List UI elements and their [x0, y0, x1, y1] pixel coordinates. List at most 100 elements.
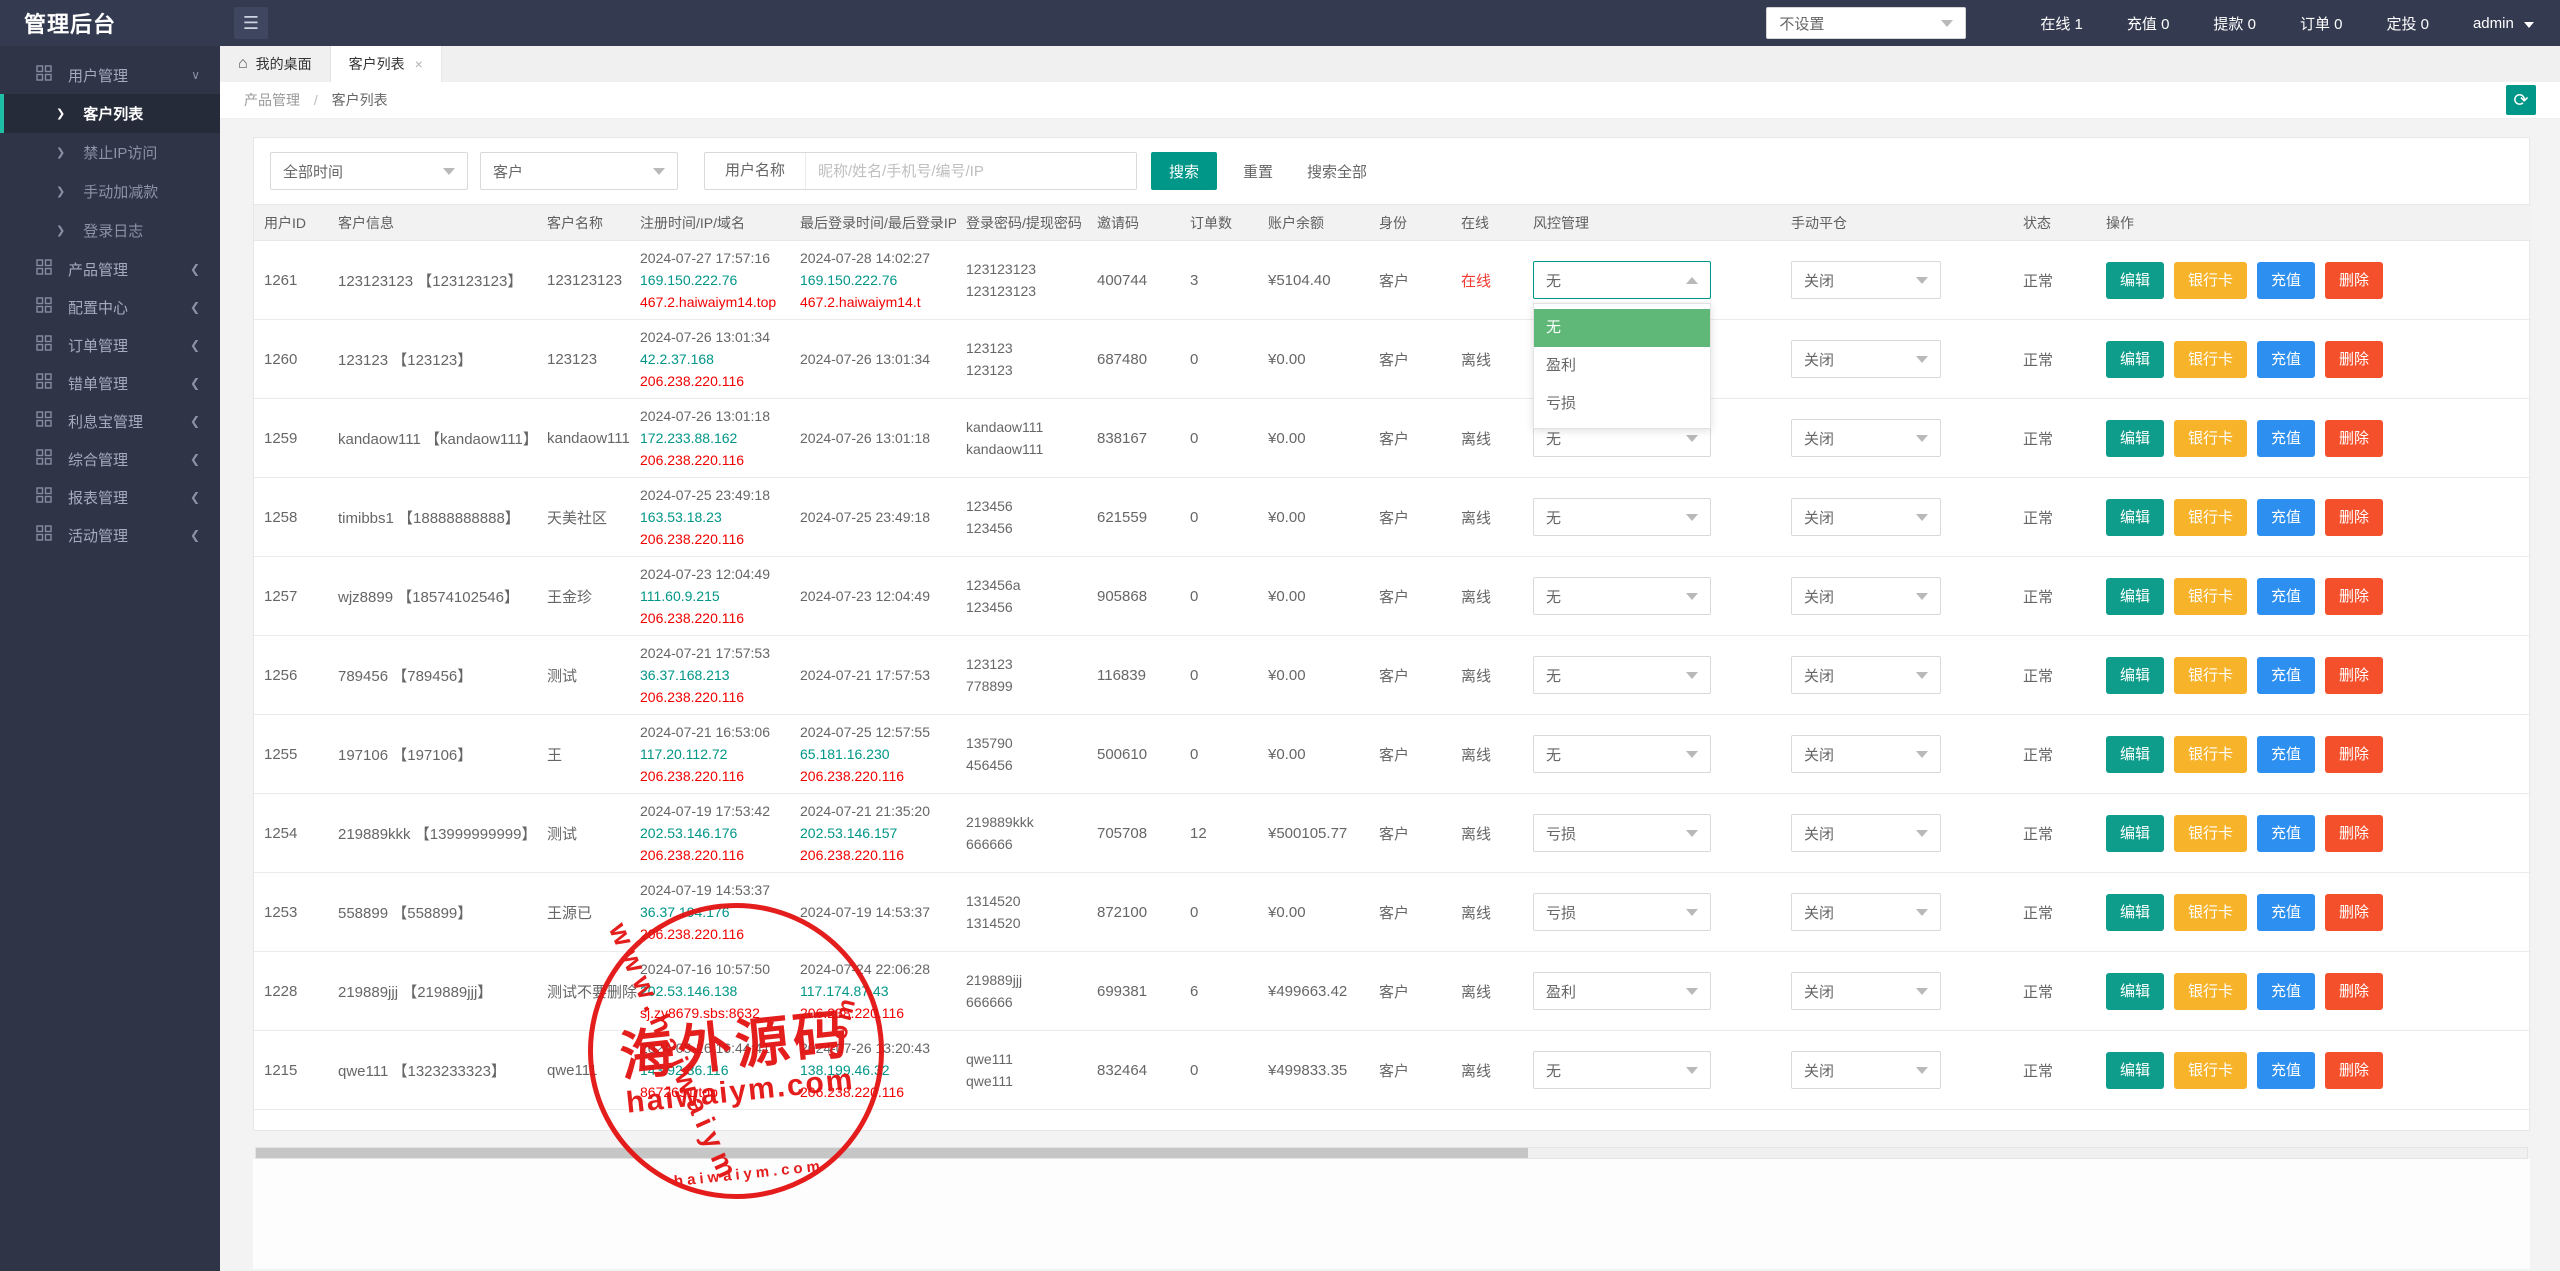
delete-button[interactable]: 删除 — [2325, 340, 2384, 378]
preset-select[interactable]: 不设置 — [1766, 7, 1967, 39]
risk-select[interactable]: 亏损 — [1533, 814, 1711, 852]
risk-select[interactable]: 无 — [1533, 1051, 1711, 1089]
sidebar-group-用户管理[interactable]: 用户管理 ∨ — [0, 56, 220, 94]
delete-button[interactable]: 删除 — [2325, 656, 2384, 694]
risk-option[interactable]: 无 — [1534, 309, 1710, 347]
risk-select[interactable]: 无 — [1533, 261, 1711, 299]
admin-menu[interactable]: admin — [2473, 15, 2534, 32]
edit-button[interactable]: 编辑 — [2106, 577, 2165, 615]
close-icon[interactable]: × — [414, 56, 423, 72]
sidebar-item-禁止IP访问[interactable]: ❯ 禁止IP访问 — [0, 133, 220, 172]
stat-在线[interactable]: 在线 1 — [2040, 15, 2083, 33]
manual-close-select[interactable]: 关闭 — [1791, 261, 1941, 299]
delete-button[interactable]: 删除 — [2325, 577, 2384, 615]
manual-close-select[interactable]: 关闭 — [1791, 814, 1941, 852]
risk-select[interactable]: 无 — [1533, 577, 1711, 615]
sidebar-toggle-button[interactable]: ☰ — [234, 7, 268, 39]
stat-定投[interactable]: 定投 0 — [2386, 15, 2429, 33]
manual-close-select[interactable]: 关闭 — [1791, 340, 1941, 378]
edit-button[interactable]: 编辑 — [2106, 340, 2165, 378]
sidebar-group-订单管理[interactable]: 订单管理 ❮ — [0, 326, 220, 364]
recharge-button[interactable]: 充值 — [2257, 1051, 2316, 1089]
stat-提款[interactable]: 提款 0 — [2213, 15, 2256, 33]
tab-my-desktop[interactable]: ⌂ 我的桌面 — [220, 46, 331, 82]
sidebar-group-报表管理[interactable]: 报表管理 ❮ — [0, 478, 220, 516]
sidebar-item-登录日志[interactable]: ❯ 登录日志 — [0, 211, 220, 250]
bank-card-button[interactable]: 银行卡 — [2174, 419, 2248, 457]
recharge-button[interactable]: 充值 — [2257, 261, 2316, 299]
bank-card-button[interactable]: 银行卡 — [2174, 340, 2248, 378]
recharge-button[interactable]: 充值 — [2257, 656, 2316, 694]
type-filter-select[interactable]: 客户 — [480, 152, 678, 190]
bank-card-button[interactable]: 银行卡 — [2174, 1051, 2248, 1089]
stat-订单[interactable]: 订单 0 — [2299, 15, 2343, 33]
search-button[interactable]: 搜索 — [1151, 152, 1218, 190]
delete-button[interactable]: 删除 — [2325, 419, 2384, 457]
delete-button[interactable]: 删除 — [2325, 972, 2384, 1010]
sidebar-group-利息宝管理[interactable]: 利息宝管理 ❮ — [0, 402, 220, 440]
delete-button[interactable]: 删除 — [2325, 1051, 2384, 1089]
scrollbar-thumb[interactable] — [256, 1148, 1528, 1158]
risk-select[interactable]: 无 — [1533, 498, 1711, 536]
sidebar-group-综合管理[interactable]: 综合管理 ❮ — [0, 440, 220, 478]
horizontal-scrollbar[interactable] — [255, 1147, 2528, 1159]
sidebar-group-配置中心[interactable]: 配置中心 ❮ — [0, 288, 220, 326]
edit-button[interactable]: 编辑 — [2106, 814, 2165, 852]
edit-button[interactable]: 编辑 — [2106, 419, 2165, 457]
risk-select[interactable]: 无 — [1533, 735, 1711, 773]
recharge-button[interactable]: 充值 — [2257, 498, 2316, 536]
delete-button[interactable]: 删除 — [2325, 814, 2384, 852]
manual-close-select[interactable]: 关闭 — [1791, 1051, 1941, 1089]
recharge-button[interactable]: 充值 — [2257, 972, 2316, 1010]
risk-option[interactable]: 盈利 — [1534, 347, 1710, 385]
edit-button[interactable]: 编辑 — [2106, 498, 2165, 536]
time-filter-select[interactable]: 全部时间 — [270, 152, 468, 190]
risk-select[interactable]: 无 — [1533, 656, 1711, 694]
bank-card-button[interactable]: 银行卡 — [2174, 656, 2248, 694]
delete-button[interactable]: 删除 — [2325, 498, 2384, 536]
search-all-button[interactable]: 搜索全部 — [1307, 163, 1368, 181]
stat-充值[interactable]: 充值 0 — [2126, 15, 2170, 33]
bank-card-button[interactable]: 银行卡 — [2174, 814, 2248, 852]
recharge-button[interactable]: 充值 — [2257, 735, 2316, 773]
manual-close-select[interactable]: 关闭 — [1791, 735, 1941, 773]
manual-close-select[interactable]: 关闭 — [1791, 419, 1941, 457]
sidebar-group-产品管理[interactable]: 产品管理 ❮ — [0, 250, 220, 288]
bank-card-button[interactable]: 银行卡 — [2174, 261, 2248, 299]
risk-option[interactable]: 亏损 — [1534, 385, 1710, 423]
reset-button[interactable]: 重置 — [1243, 163, 1274, 181]
edit-button[interactable]: 编辑 — [2106, 893, 2165, 931]
manual-close-select[interactable]: 关闭 — [1791, 656, 1941, 694]
recharge-button[interactable]: 充值 — [2257, 340, 2316, 378]
manual-close-select[interactable]: 关闭 — [1791, 893, 1941, 931]
edit-button[interactable]: 编辑 — [2106, 261, 2165, 299]
refresh-button[interactable]: ⟳ — [2506, 85, 2536, 115]
sidebar-item-客户列表[interactable]: ❯ 客户列表 — [0, 94, 220, 133]
edit-button[interactable]: 编辑 — [2106, 972, 2165, 1010]
sidebar-item-手动加减款[interactable]: ❯ 手动加减款 — [0, 172, 220, 211]
delete-button[interactable]: 删除 — [2325, 261, 2384, 299]
recharge-button[interactable]: 充值 — [2257, 893, 2316, 931]
edit-button[interactable]: 编辑 — [2106, 735, 2165, 773]
delete-button[interactable]: 删除 — [2325, 893, 2384, 931]
tab-customer-list[interactable]: 客户列表 × — [330, 46, 442, 82]
recharge-button[interactable]: 充值 — [2257, 419, 2316, 457]
sidebar-group-错单管理[interactable]: 错单管理 ❮ — [0, 364, 220, 402]
edit-button[interactable]: 编辑 — [2106, 1051, 2165, 1089]
bank-card-button[interactable]: 银行卡 — [2174, 893, 2248, 931]
manual-close-select[interactable]: 关闭 — [1791, 498, 1941, 536]
sidebar-group-活动管理[interactable]: 活动管理 ❮ — [0, 516, 220, 554]
bank-card-button[interactable]: 银行卡 — [2174, 972, 2248, 1010]
delete-button[interactable]: 删除 — [2325, 735, 2384, 773]
recharge-button[interactable]: 充值 — [2257, 814, 2316, 852]
bank-card-button[interactable]: 银行卡 — [2174, 577, 2248, 615]
edit-button[interactable]: 编辑 — [2106, 656, 2165, 694]
recharge-button[interactable]: 充值 — [2257, 577, 2316, 615]
manual-close-select[interactable]: 关闭 — [1791, 577, 1941, 615]
risk-select[interactable]: 亏损 — [1533, 893, 1711, 931]
risk-select[interactable]: 盈利 — [1533, 972, 1711, 1010]
bank-card-button[interactable]: 银行卡 — [2174, 735, 2248, 773]
name-search-input[interactable] — [806, 153, 1137, 189]
manual-close-select[interactable]: 关闭 — [1791, 972, 1941, 1010]
bank-card-button[interactable]: 银行卡 — [2174, 498, 2248, 536]
